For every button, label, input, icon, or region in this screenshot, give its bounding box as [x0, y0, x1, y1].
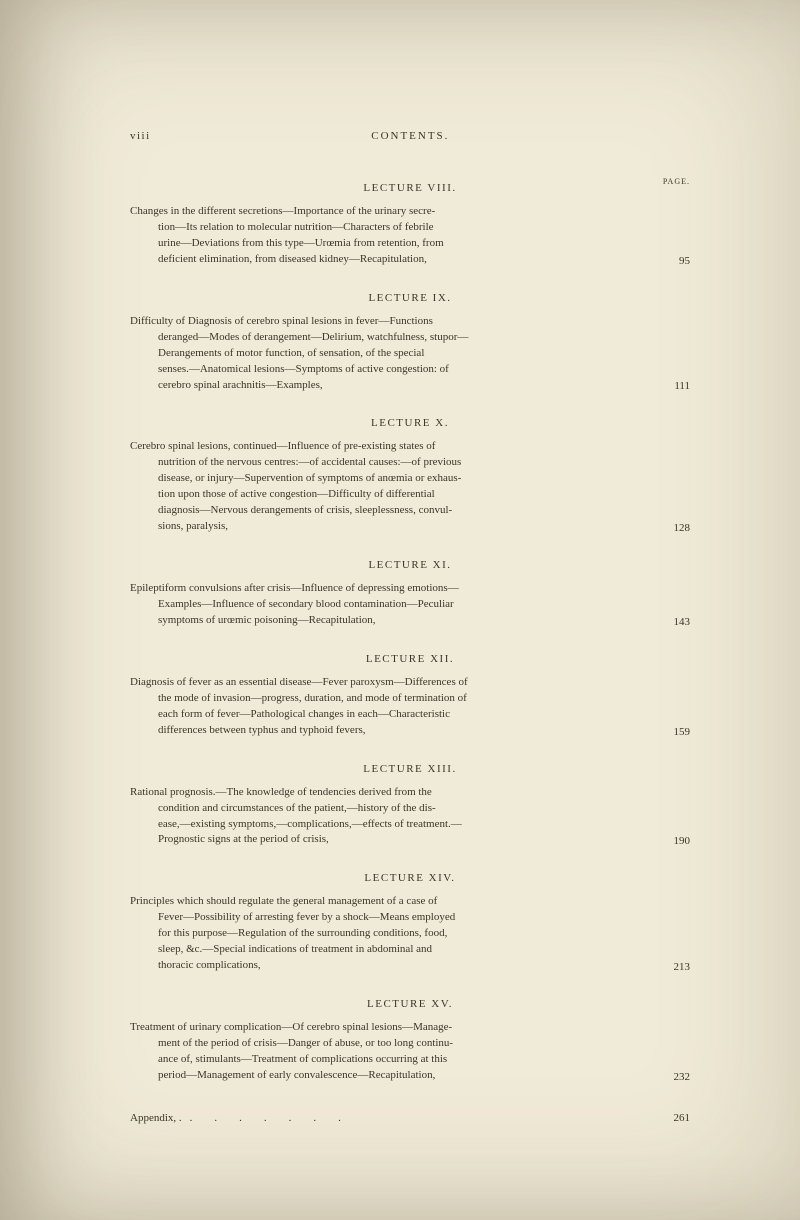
lecture-line: Rational prognosis.—The knowledge of ten… — [130, 785, 652, 801]
lecture-line: deficient elimination, from diseased kid… — [130, 252, 652, 268]
appendix-dots: ....... — [182, 1112, 660, 1124]
lecture-line: tion—Its relation to molecular nutrition… — [130, 220, 652, 236]
lecture-page-number: 232 — [660, 1071, 690, 1084]
lecture-title: LECTURE XII. — [130, 653, 690, 665]
lecture-line: Diagnosis of fever as an essential disea… — [130, 675, 652, 691]
lecture-description: Treatment of urinary complication—Of cer… — [130, 1020, 660, 1084]
page-header: viii CONTENTS. — [130, 130, 690, 142]
lectures-container: LECTURE VIII. Changes in the different se… — [130, 182, 690, 1084]
lecture-line: Prognostic signs at the period of crisis… — [130, 832, 652, 848]
lecture-description: Diagnosis of fever as an essential disea… — [130, 675, 660, 739]
lecture-page-number: 95 — [660, 255, 690, 268]
lecture-title: LECTURE XV. — [130, 998, 690, 1010]
lecture-description: Changes in the different secretions—Impo… — [130, 204, 660, 268]
lecture-page-number: 159 — [660, 726, 690, 739]
lecture-line: for this purpose—Regulation of the surro… — [130, 926, 652, 942]
lecture-title: LECTURE VIII. — [130, 182, 690, 194]
lecture-line: sions, paralysis, — [130, 519, 652, 535]
lecture-block: LECTURE X. Cerebro spinal lesions, contin… — [130, 417, 690, 535]
document-page: viii CONTENTS. PAGE. LECTURE VIII. Change… — [0, 0, 800, 1220]
lecture-line: period—Management of early convalescence… — [130, 1068, 652, 1084]
lecture-line: Difficulty of Diagnosis of cerebro spina… — [130, 314, 652, 330]
appendix-label: Appendix, . — [130, 1112, 182, 1124]
lecture-description: Cerebro spinal lesions, continued—Influe… — [130, 439, 660, 535]
lecture-block: LECTURE VIII. Changes in the different se… — [130, 182, 690, 268]
lecture-line: the mode of invasion—progress, duration,… — [130, 691, 652, 707]
lecture-line: ment of the period of crisis—Danger of a… — [130, 1036, 652, 1052]
page-column-label: PAGE. — [663, 177, 690, 186]
lecture-entry: Cerebro spinal lesions, continued—Influe… — [130, 439, 690, 535]
page-number-roman: viii — [130, 130, 151, 142]
lecture-entry: Difficulty of Diagnosis of cerebro spina… — [130, 314, 690, 394]
lecture-entry: Diagnosis of fever as an essential disea… — [130, 675, 690, 739]
lecture-line: ance of, stimulants—Treatment of complic… — [130, 1052, 652, 1068]
appendix-page: 261 — [660, 1112, 690, 1124]
lecture-page-number: 143 — [660, 616, 690, 629]
lecture-title: LECTURE XIV. — [130, 872, 690, 884]
lecture-page-number: 111 — [660, 380, 690, 393]
lecture-line: disease, or injury—Supervention of sympt… — [130, 471, 652, 487]
lecture-line: Fever—Possibility of arresting fever by … — [130, 910, 652, 926]
lecture-entry: Principles which should regulate the gen… — [130, 894, 690, 974]
lecture-entry: Treatment of urinary complication—Of cer… — [130, 1020, 690, 1084]
header-title: CONTENTS. — [371, 130, 449, 142]
lecture-line: Epileptiform convulsions after crisis—In… — [130, 581, 652, 597]
lecture-page-number: 190 — [660, 835, 690, 848]
lecture-page-number: 128 — [660, 522, 690, 535]
lecture-title: LECTURE IX. — [130, 292, 690, 304]
lecture-title: LECTURE XIII. — [130, 763, 690, 775]
header-spacer — [670, 130, 690, 142]
lecture-line: Cerebro spinal lesions, continued—Influe… — [130, 439, 652, 455]
lecture-line: each form of fever—Pathological changes … — [130, 707, 652, 723]
lecture-entry: Epileptiform convulsions after crisis—In… — [130, 581, 690, 629]
lecture-line: Principles which should regulate the gen… — [130, 894, 652, 910]
lecture-line: symptoms of urœmic poisoning—Recapitulat… — [130, 613, 652, 629]
lecture-description: Difficulty of Diagnosis of cerebro spina… — [130, 314, 660, 394]
lecture-description: Principles which should regulate the gen… — [130, 894, 660, 974]
lecture-title: LECTURE XI. — [130, 559, 690, 571]
lecture-line: urine—Deviations from this type—Urœmia f… — [130, 236, 652, 252]
lecture-description: Epileptiform convulsions after crisis—In… — [130, 581, 660, 629]
lecture-line: Derangements of motor function, of sensa… — [130, 346, 652, 362]
lecture-line: sleep, &c.—Special indications of treatm… — [130, 942, 652, 958]
lecture-title: LECTURE X. — [130, 417, 690, 429]
lecture-line: thoracic complications, — [130, 958, 652, 974]
lecture-line: Examples—Influence of secondary blood co… — [130, 597, 652, 613]
lecture-block: LECTURE XIV. Principles which should regu… — [130, 872, 690, 974]
lecture-description: Rational prognosis.—The knowledge of ten… — [130, 785, 660, 849]
lecture-entry: Changes in the different secretions—Impo… — [130, 204, 690, 268]
lecture-entry: Rational prognosis.—The knowledge of ten… — [130, 785, 690, 849]
lecture-block: LECTURE IX. Difficulty of Diagnosis of ce… — [130, 292, 690, 394]
lecture-line: cerebro spinal arachnitis—Examples, — [130, 378, 652, 394]
lecture-line: ease,—existing symptoms,—complications,—… — [130, 817, 652, 833]
appendix-row: Appendix, . ....... 261 — [130, 1112, 690, 1124]
lecture-line: tion upon those of active congestion—Dif… — [130, 487, 652, 503]
lecture-line: condition and circumstances of the patie… — [130, 801, 652, 817]
lecture-line: Changes in the different secretions—Impo… — [130, 204, 652, 220]
lecture-block: LECTURE XII. Diagnosis of fever as an ess… — [130, 653, 690, 739]
lecture-line: diagnosis—Nervous derangements of crisis… — [130, 503, 652, 519]
lecture-line: Treatment of urinary complication—Of cer… — [130, 1020, 652, 1036]
lecture-block: LECTURE XI. Epileptiform convulsions afte… — [130, 559, 690, 629]
lecture-line: differences between typhus and typhoid f… — [130, 723, 652, 739]
lecture-block: LECTURE XV. Treatment of urinary complica… — [130, 998, 690, 1084]
lecture-line: senses.—Anatomical lesions—Symptoms of a… — [130, 362, 652, 378]
lecture-page-number: 213 — [660, 961, 690, 974]
lecture-line: deranged—Modes of derangement—Delirium, … — [130, 330, 652, 346]
lecture-block: LECTURE XIII. Rational prognosis.—The kno… — [130, 763, 690, 849]
lecture-line: nutrition of the nervous centres:—of acc… — [130, 455, 652, 471]
